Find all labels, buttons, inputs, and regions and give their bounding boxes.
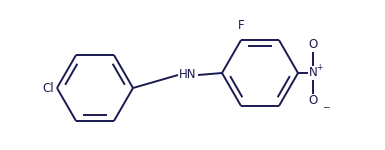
- Text: F: F: [238, 19, 244, 32]
- Text: −: −: [322, 102, 330, 111]
- Text: +: +: [316, 63, 323, 72]
- Text: Cl: Cl: [42, 81, 54, 94]
- Text: O: O: [308, 39, 318, 51]
- Text: N: N: [309, 66, 317, 80]
- Text: O: O: [308, 94, 318, 108]
- Text: HN: HN: [179, 69, 197, 81]
